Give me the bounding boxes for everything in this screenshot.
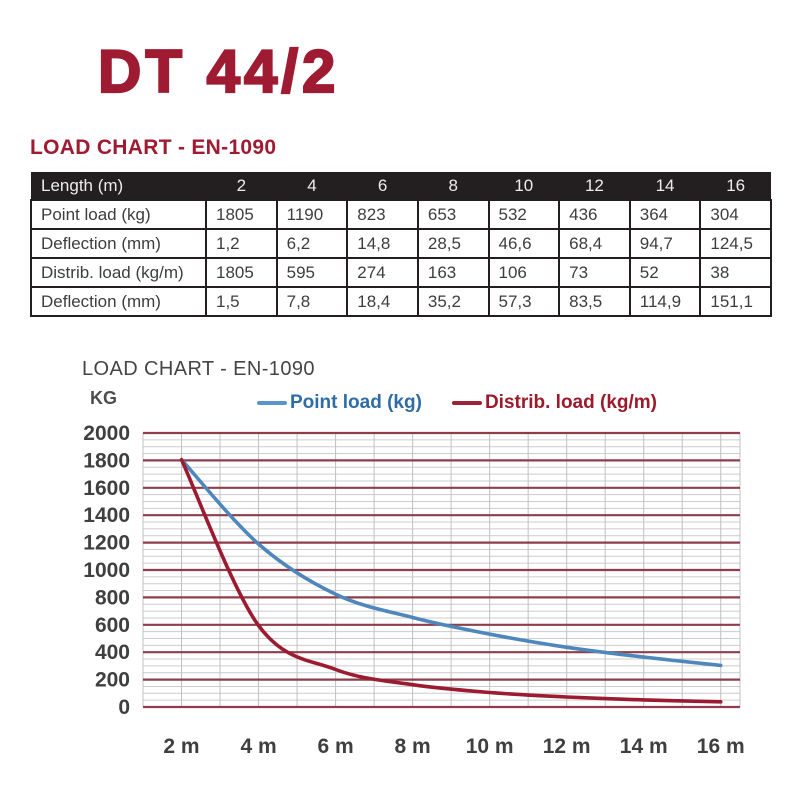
- table-cell: 1805: [205, 257, 278, 288]
- x-tick-label: 6 m: [317, 735, 353, 758]
- x-tick-label: 16 m: [697, 735, 745, 758]
- table-header-cell: 16: [726, 175, 746, 195]
- table-cell: 274: [346, 257, 419, 288]
- series-curve-distrib-load-kg-m: [179, 457, 723, 704]
- table-row: Deflection (mm) 1,5 7,8 18,4 35,2 57,3 83,5 114…: [30, 286, 772, 317]
- product-title: DT 44/2: [97, 38, 340, 105]
- table-cell: 28,5: [416, 228, 490, 259]
- table-cell: 35,2: [416, 286, 490, 317]
- legend-item-point-load: Point load (kg): [257, 392, 422, 414]
- y-tick-label: 400: [95, 641, 130, 664]
- legend-item-distrib-load: Distrib. load (kg/m): [451, 392, 658, 414]
- table-header-cell: 4: [307, 175, 317, 195]
- y-tick-label: 800: [95, 586, 130, 609]
- y-tick-label: 2000: [83, 422, 130, 445]
- table-cell: 38: [699, 257, 772, 288]
- table-header-cell: 6: [377, 175, 388, 195]
- table-cell: 823: [346, 199, 419, 230]
- load-table-header-row: Length (m) 2 4 6 8 10 12 14 16: [31, 172, 771, 200]
- table-cell: 163: [416, 257, 490, 288]
- table-header-cell: 2: [236, 175, 247, 195]
- table-cell: 106: [487, 257, 561, 288]
- legend-label-distrib-load: Distrib. load (kg/m): [484, 392, 658, 413]
- table-cell: 1190: [275, 199, 349, 230]
- series-curve-point-load-kg: [179, 457, 723, 668]
- chart-legend: Point load (kg) Distrib. load (kg/m): [257, 392, 657, 414]
- table-cell: 151,1: [699, 286, 772, 317]
- table-header-cell: 12: [584, 175, 604, 195]
- table-row-label: Deflection (mm): [30, 286, 207, 317]
- load-table-body: Point load (kg) 1805 1190 823 653 532 436 364 30…: [30, 199, 772, 317]
- table-cell: 304: [699, 199, 772, 230]
- table-row: Deflection (mm) 1,2 6,2 14,8 28,5 46,6 68,4 94,…: [30, 228, 772, 259]
- x-tick-label: 8 m: [395, 735, 431, 758]
- table-cell: 114,9: [628, 286, 702, 317]
- distrib-load-line-swatch: [451, 401, 482, 405]
- x-tick-label: 2 m: [163, 735, 199, 758]
- table-cell: 57,3: [487, 286, 561, 317]
- table-cell: 52: [628, 257, 702, 288]
- table-cell: 1,5: [205, 286, 278, 317]
- table-row-label: Point load (kg): [30, 199, 207, 230]
- table-header-cell: 8: [448, 175, 458, 195]
- table-header-cell: 14: [655, 175, 675, 195]
- point-load-line-swatch: [257, 401, 287, 405]
- load-chart-table: Length (m) 2 4 6 8 10 12 14 16 Point load (kg) 1…: [30, 172, 772, 317]
- table-cell: 595: [275, 257, 349, 288]
- table-row: Point load (kg) 1805 1190 823 653 532 436 364 30…: [30, 199, 772, 230]
- table-cell: 1805: [205, 199, 278, 230]
- table-cell: 124,5: [699, 228, 772, 259]
- x-tick-label: 12 m: [543, 735, 591, 758]
- table-cell: 532: [487, 199, 561, 230]
- table-cell: 6,2: [275, 228, 349, 259]
- y-tick-label: 1200: [83, 532, 130, 555]
- table-cell: 1,2: [205, 228, 278, 259]
- y-tick-label: 1800: [83, 449, 130, 472]
- table-header-cell: 10: [514, 175, 534, 195]
- table-cell: 83,5: [558, 286, 631, 317]
- y-axis-unit-label: KG: [90, 388, 117, 408]
- chart-heading: LOAD CHART - EN-1090: [82, 358, 315, 380]
- table-cell: 46,6: [487, 228, 561, 259]
- y-tick-label: 1400: [83, 504, 130, 527]
- table-row-label: Distrib. load (kg/m): [30, 257, 207, 288]
- table-section-heading: LOAD CHART - EN-1090: [30, 136, 277, 159]
- x-tick-label: 4 m: [240, 735, 276, 758]
- table-row-label: Deflection (mm): [30, 228, 207, 259]
- x-tick-label: 14 m: [620, 735, 668, 758]
- table-cell: 94,7: [628, 228, 702, 259]
- table-cell: 364: [628, 199, 702, 230]
- table-cell: 7,8: [275, 286, 349, 317]
- x-tick-label: 10 m: [466, 735, 514, 758]
- table-cell: 73: [558, 257, 631, 288]
- y-tick-label: 200: [95, 669, 130, 692]
- y-tick-label: 1000: [83, 559, 130, 582]
- table-cell: 14,8: [346, 228, 419, 259]
- y-tick-label: 0: [118, 696, 130, 719]
- table-cell: 653: [416, 199, 490, 230]
- y-tick-label: 600: [95, 614, 130, 637]
- table-cell: 68,4: [558, 228, 631, 259]
- table-header-label: Length (m): [41, 175, 124, 195]
- y-tick-label: 1600: [83, 477, 130, 500]
- table-cell: 436: [558, 199, 631, 230]
- legend-label-point-load: Point load (kg): [290, 392, 422, 413]
- table-row: Distrib. load (kg/m) 1805 595 274 163 106 73 52…: [30, 257, 772, 288]
- table-cell: 18,4: [346, 286, 419, 317]
